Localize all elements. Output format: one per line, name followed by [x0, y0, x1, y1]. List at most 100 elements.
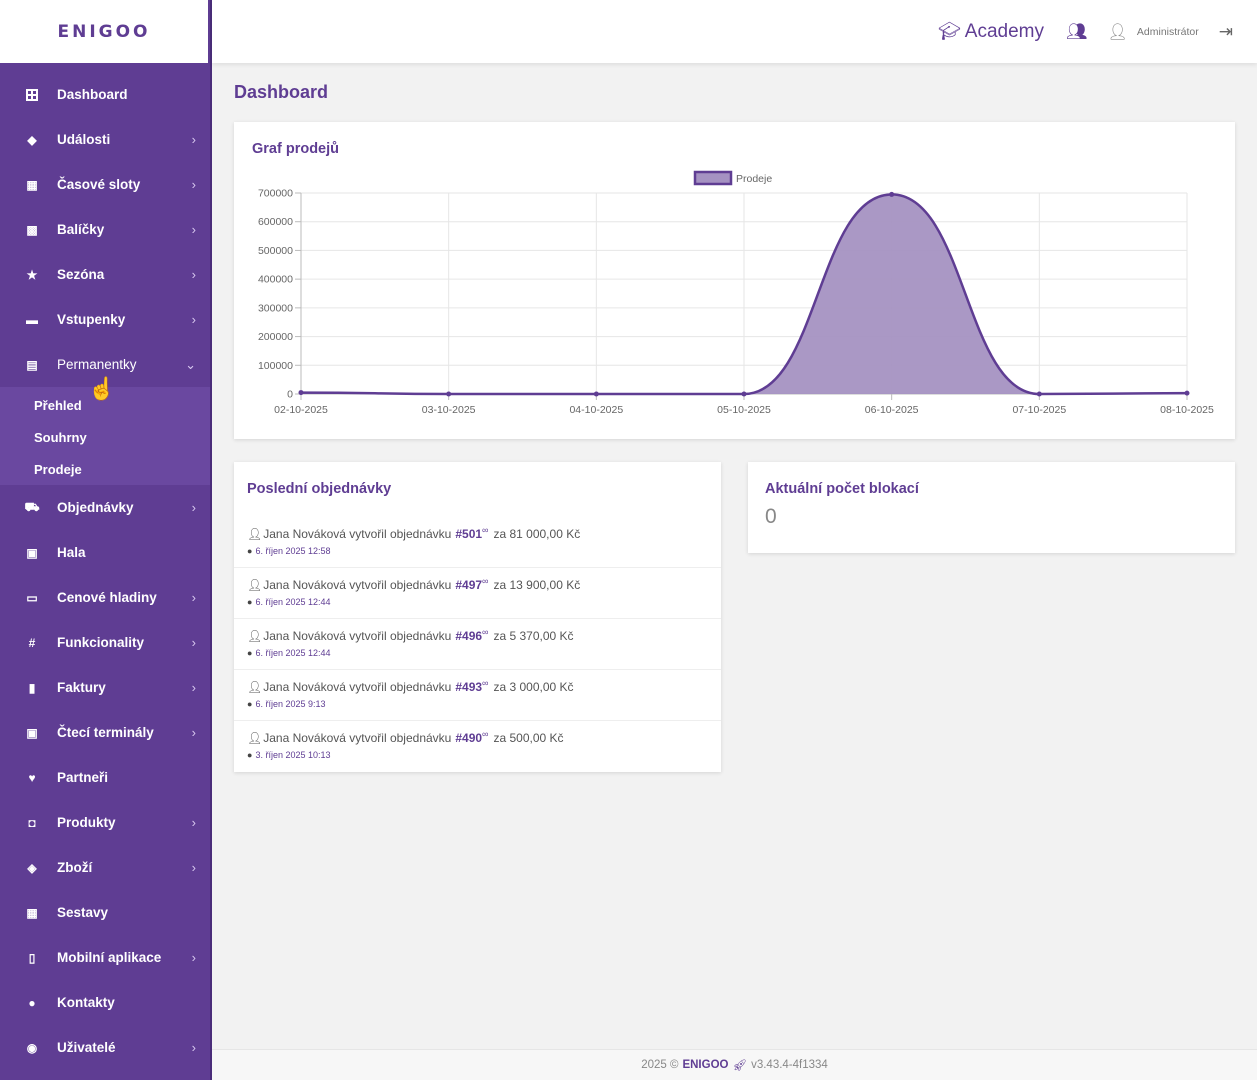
order-time: ● 6. říjen 2025 12:44	[247, 648, 708, 658]
calculator-icon: ▦	[26, 905, 38, 920]
ticket-icon: ▬	[26, 312, 38, 327]
sidebar-item-partneři[interactable]: ♥ Partneři	[0, 755, 210, 800]
sidebar: ENIGOO Dashboard ◆ Události › ▦ Časové sloty ›…	[0, 0, 212, 1080]
terminal-icon: ▣	[26, 725, 38, 740]
user-icon: 👤︎	[247, 578, 263, 592]
order-amount: za 5 370,00 Kč	[493, 629, 574, 643]
order-number-link[interactable]: #490	[455, 731, 483, 745]
academy-link[interactable]: 🎓︎ Academy	[938, 21, 1044, 43]
submenu-item-prodeje[interactable]: Prodeje	[34, 461, 82, 477]
order-time: ● 6. říjen 2025 12:58	[247, 546, 708, 556]
academy-label: Academy	[964, 20, 1044, 42]
sidebar-item-hala[interactable]: ▣ Hala	[0, 530, 210, 575]
logout-icon[interactable]: ⇥	[1218, 21, 1233, 41]
sidebar-item-vstupenky[interactable]: ▬ Vstupenky ›	[0, 297, 210, 342]
sidebar-item-label: Sezóna	[57, 267, 105, 282]
sidebar-item-produkty[interactable]: ◘ Produkty ›	[0, 800, 210, 845]
sidebar-item-události[interactable]: ◆ Události ›	[0, 117, 210, 162]
link-icon[interactable]: ∞	[482, 627, 489, 637]
sidebar-item-label: Uživatelé	[57, 1040, 116, 1055]
order-number-link[interactable]: #496	[455, 629, 483, 643]
sidebar-item-uživatelé[interactable]: ◉ Uživatelé ›	[0, 1025, 210, 1070]
order-timestamp: 6. říjen 2025 9:13	[255, 699, 326, 709]
sidebar-item-časové-sloty[interactable]: ▦ Časové sloty ›	[0, 162, 210, 207]
y-tick-label: 100000	[258, 360, 293, 372]
x-tick-label: 05-10-2025	[717, 404, 771, 416]
submenu-item-přehled[interactable]: Přehled	[34, 397, 82, 413]
order-timestamp: 6. říjen 2025 12:44	[255, 597, 331, 607]
page-title: Dashboard	[234, 82, 329, 102]
sidebar-item-permanentky[interactable]: ▤ Permanentky ⌄	[0, 342, 210, 387]
sidebar-item-label: Partneři	[57, 770, 109, 785]
sidebar-item-faktury[interactable]: ▮ Faktury ›	[0, 665, 210, 710]
sidebar-item-label: Balíčky	[57, 222, 105, 237]
data-point	[1184, 390, 1190, 396]
sidebar-item-label: Události	[57, 132, 111, 147]
order-text: Jana Nováková vytvořil objednávku	[263, 731, 452, 745]
sidebar-item-label: Hala	[57, 545, 86, 560]
submenu-item-souhrny[interactable]: Souhrny	[34, 429, 87, 445]
sidebar-item-label: Sestavy	[57, 905, 109, 920]
legend-swatch	[693, 170, 733, 186]
sidebar-item-funkcionality[interactable]: # Funkcionality ›	[0, 620, 210, 665]
enigoo-logo[interactable]: ENIGOO	[57, 21, 151, 42]
list-item: 👤︎ Jana Nováková vytvořil objednávku #501 ∞…	[234, 517, 721, 568]
order-timestamp: 3. říjen 2025 10:13	[255, 750, 331, 760]
orders-list: 👤︎ Jana Nováková vytvořil objednávku #501 ∞…	[234, 517, 721, 772]
logo-area[interactable]: ENIGOO	[0, 0, 210, 63]
mobile-icon: ▯	[28, 950, 36, 965]
list-item: 👤︎ Jana Nováková vytvořil objednávku #493 ∞…	[234, 670, 721, 721]
order-number-link[interactable]: #501	[455, 527, 483, 541]
chevron-right-icon: ›	[191, 950, 196, 965]
dashboard-grid-icon	[24, 87, 40, 103]
bag-icon: ◘	[28, 815, 36, 830]
blocks-card: Aktuální počet blokací 0	[748, 462, 1235, 553]
sidebar-item-sezóna[interactable]: ★ Sezóna ›	[0, 252, 210, 297]
footer-brand[interactable]: ENIGOO	[682, 1059, 729, 1071]
sidebar-item-čtecí-terminály[interactable]: ▣ Čtecí terminály ›	[0, 710, 210, 755]
y-tick-label: 0	[287, 389, 293, 401]
link-icon[interactable]: ∞	[482, 525, 489, 535]
chevron-right-icon: ›	[191, 312, 196, 327]
sidebar-item-mobilní-aplikace[interactable]: ▯ Mobilní aplikace ›	[0, 935, 210, 980]
sidebar-item-cenové-hladiny[interactable]: ▭ Cenové hladiny ›	[0, 575, 210, 620]
sidebar-item-balíčky[interactable]: ▩ Balíčky ›	[0, 207, 210, 252]
topbar: 🎓︎ Academy 👥︎ 👤︎ Administrátor ⇥	[212, 0, 1257, 63]
sidebar-item-sestavy[interactable]: ▦ Sestavy	[0, 890, 210, 935]
user-menu[interactable]: 👤︎ Administrátor	[1108, 22, 1199, 42]
user-icon: 👤︎	[247, 629, 263, 643]
sidebar-item-label: Objednávky	[57, 500, 134, 515]
order-amount: za 13 900,00 Kč	[493, 578, 581, 592]
gem-icon: ◆	[27, 132, 37, 147]
clock-icon: ●	[247, 648, 253, 658]
chevron-right-icon: ›	[191, 177, 196, 192]
link-icon[interactable]: ∞	[482, 678, 489, 688]
blocks-title: Aktuální počet blokací	[765, 481, 919, 497]
chevron-right-icon: ›	[191, 267, 196, 282]
sidebar-item-kontakty[interactable]: ● Kontakty	[0, 980, 210, 1025]
users-icon[interactable]: 👥︎	[1065, 21, 1088, 41]
order-number-link[interactable]: #493	[455, 680, 483, 694]
x-tick-label: 04-10-2025	[569, 404, 623, 416]
user-icon: 👤︎	[247, 680, 263, 694]
link-icon[interactable]: ∞	[482, 729, 489, 739]
rocket-icon: 🚀︎	[732, 1060, 748, 1072]
chevron-right-icon: ›	[191, 500, 196, 515]
series-line-prodeje	[300, 193, 1188, 396]
order-line: 👤︎ Jana Nováková vytvořil objednávku #493 ∞…	[247, 678, 708, 694]
y-tick-label: 200000	[258, 331, 293, 343]
sidebar-item-dashboard[interactable]: Dashboard	[0, 72, 210, 117]
user-icon: 👤︎	[247, 731, 263, 745]
order-line: 👤︎ Jana Nováková vytvořil objednávku #490 ∞…	[247, 729, 708, 745]
link-icon[interactable]: ∞	[482, 576, 489, 586]
sidebar-item-label: Produkty	[57, 815, 116, 830]
x-tick-label: 02-10-2025	[274, 404, 328, 416]
orders-title: Poslední objednávky	[247, 481, 392, 497]
contact-icon: ●	[28, 995, 36, 1010]
sidebar-nav: Dashboard ◆ Události › ▦ Časové sloty › ▩ Balíčk…	[0, 63, 210, 1070]
order-number-link[interactable]: #497	[455, 578, 483, 592]
sidebar-item-objednávky[interactable]: ⛟ Objednávky ›	[0, 485, 210, 530]
footer-version: v3.43.4-4f1334	[751, 1059, 828, 1071]
sidebar-item-zboží[interactable]: ◈ Zboží ›	[0, 845, 210, 890]
clock-icon: ●	[247, 750, 253, 760]
